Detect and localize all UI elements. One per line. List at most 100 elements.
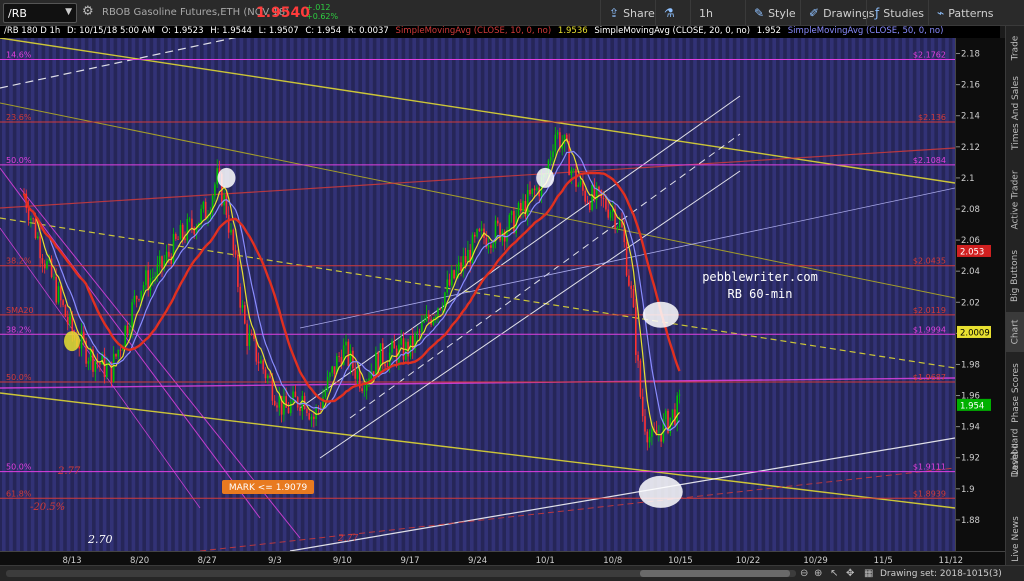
drawing-set-icon[interactable]: ▦ bbox=[864, 568, 874, 579]
studies-flask-button[interactable]: ⚗ bbox=[655, 0, 683, 26]
interval-button[interactable]: 1h bbox=[690, 0, 721, 26]
session-stripe bbox=[772, 38, 776, 551]
session-stripe bbox=[585, 38, 589, 551]
session-stripe bbox=[203, 38, 208, 551]
session-stripe bbox=[434, 38, 438, 551]
candle-body bbox=[508, 215, 511, 231]
tab-label: Phase Scores bbox=[1010, 363, 1021, 423]
symbol-selector[interactable]: /RB ▼ bbox=[3, 3, 77, 23]
session-stripe bbox=[124, 38, 128, 551]
highlight-ellipse bbox=[64, 331, 80, 352]
mark-label[interactable]: MARK <= 1.9079 bbox=[222, 480, 314, 494]
candle-body bbox=[78, 346, 80, 349]
studies-button[interactable]: ƒ Studies bbox=[866, 0, 932, 26]
tab-trade[interactable]: Trade bbox=[1006, 30, 1024, 66]
annotation-d: 2.77 bbox=[337, 534, 358, 544]
tab-label: Dashboard bbox=[1010, 428, 1021, 478]
candle-body bbox=[140, 290, 143, 301]
candle-body bbox=[623, 227, 626, 243]
candle-body bbox=[184, 238, 186, 241]
session-stripe bbox=[873, 38, 877, 551]
style-button[interactable]: ✎ Style bbox=[745, 0, 804, 26]
candle-body bbox=[674, 409, 676, 425]
price-chart[interactable]: 14.6% $2.1762 23.6% $2.136 50.0% $2.1084 38.2%… bbox=[0, 38, 955, 551]
session-stripe bbox=[513, 38, 517, 551]
tab-times-and-sales[interactable]: Times And Sales bbox=[1006, 70, 1024, 156]
pan-icon[interactable]: ✥ bbox=[846, 568, 855, 579]
candle-body bbox=[37, 236, 39, 239]
candle-body bbox=[83, 331, 85, 341]
candle-body bbox=[152, 277, 154, 279]
candle-body bbox=[356, 370, 359, 379]
candle-body bbox=[158, 256, 161, 265]
candle-body bbox=[667, 410, 669, 433]
gear-icon[interactable]: ⚙ bbox=[82, 4, 94, 19]
tab-label: Trade bbox=[1010, 35, 1021, 61]
session-stripe bbox=[210, 38, 215, 551]
session-stripe bbox=[570, 38, 575, 551]
candle-body bbox=[43, 263, 46, 269]
candle-body bbox=[400, 338, 402, 345]
session-stripe bbox=[182, 38, 186, 551]
candle-body bbox=[444, 292, 446, 308]
candle-body bbox=[584, 190, 586, 202]
session-stripe bbox=[419, 38, 424, 551]
session-stripe bbox=[902, 38, 906, 551]
candle-body bbox=[133, 296, 136, 303]
y-tick-label: 1.92 bbox=[961, 454, 980, 464]
horizontal-scrollbar[interactable] bbox=[6, 570, 796, 577]
candle-body bbox=[648, 436, 651, 443]
price-axis[interactable]: 2.182.162.142.122.12.082.062.042.0221.98… bbox=[955, 38, 1005, 551]
tab-chart[interactable]: Chart bbox=[1006, 312, 1024, 352]
candle-body bbox=[195, 227, 198, 235]
zoom-in-icon[interactable]: ⊕ bbox=[814, 568, 823, 579]
candle-body bbox=[53, 276, 55, 278]
candle-body bbox=[432, 318, 435, 325]
session-stripe bbox=[750, 38, 755, 551]
candle-body bbox=[407, 341, 409, 357]
candle-body bbox=[313, 416, 315, 420]
drawing-set-label[interactable]: Drawing set: 2018-1015(3) bbox=[880, 569, 1002, 579]
candle-body bbox=[326, 376, 329, 391]
tab-dashboard[interactable]: Dashboard bbox=[1006, 429, 1024, 490]
candle-body bbox=[671, 409, 674, 418]
session-stripe bbox=[729, 38, 733, 551]
candle-body bbox=[71, 315, 74, 334]
candle-body bbox=[131, 302, 133, 330]
candle-body bbox=[154, 276, 156, 278]
candle-body bbox=[147, 270, 149, 291]
session-stripe bbox=[866, 38, 870, 551]
tab-live-news[interactable]: Live News bbox=[1006, 516, 1024, 562]
patterns-button[interactable]: ⌁ Patterns bbox=[928, 0, 1002, 26]
candle-body bbox=[513, 211, 515, 234]
time-axis[interactable]: 8/13 8/20 8/27 9/3 9/10 9/17 9/24 10/1 10/8 10/15… bbox=[0, 551, 1005, 566]
candle-body bbox=[115, 353, 117, 357]
candle-body bbox=[589, 202, 591, 210]
tab-active-trader[interactable]: Active Trader bbox=[1006, 160, 1024, 240]
share-button[interactable]: ⇪ Share bbox=[600, 0, 663, 26]
x-tick-label: 10/1 bbox=[536, 556, 555, 566]
candle-body bbox=[342, 345, 345, 365]
y-tick-label: 1.98 bbox=[961, 360, 980, 370]
zoom-out-icon[interactable]: ⊖ bbox=[800, 568, 809, 579]
candle-body bbox=[556, 132, 559, 135]
cursor-icon[interactable]: ↖ bbox=[830, 568, 839, 579]
bar-close: C: 1.954 bbox=[305, 26, 342, 36]
fib-price-label: $2.1762 bbox=[913, 50, 946, 59]
session-stripe bbox=[81, 38, 85, 551]
candle-body bbox=[165, 251, 168, 261]
candle-body bbox=[119, 349, 122, 351]
session-stripe bbox=[30, 38, 35, 551]
candle-body bbox=[145, 270, 147, 286]
candles bbox=[23, 127, 681, 451]
annotation-b: -20.5% bbox=[30, 502, 65, 513]
y-tick-label: 2.04 bbox=[961, 267, 980, 277]
candle-body bbox=[598, 186, 600, 190]
scrollbar-thumb[interactable] bbox=[640, 570, 790, 577]
studies-icon: ƒ bbox=[875, 6, 880, 20]
tab-big-buttons[interactable]: Big Buttons bbox=[1006, 244, 1024, 308]
drawings-button[interactable]: ✐ Drawings bbox=[800, 0, 883, 26]
tab-phase-scores[interactable]: Phase Scores bbox=[1006, 356, 1024, 430]
candle-body bbox=[616, 227, 619, 229]
candle-body bbox=[278, 395, 281, 408]
